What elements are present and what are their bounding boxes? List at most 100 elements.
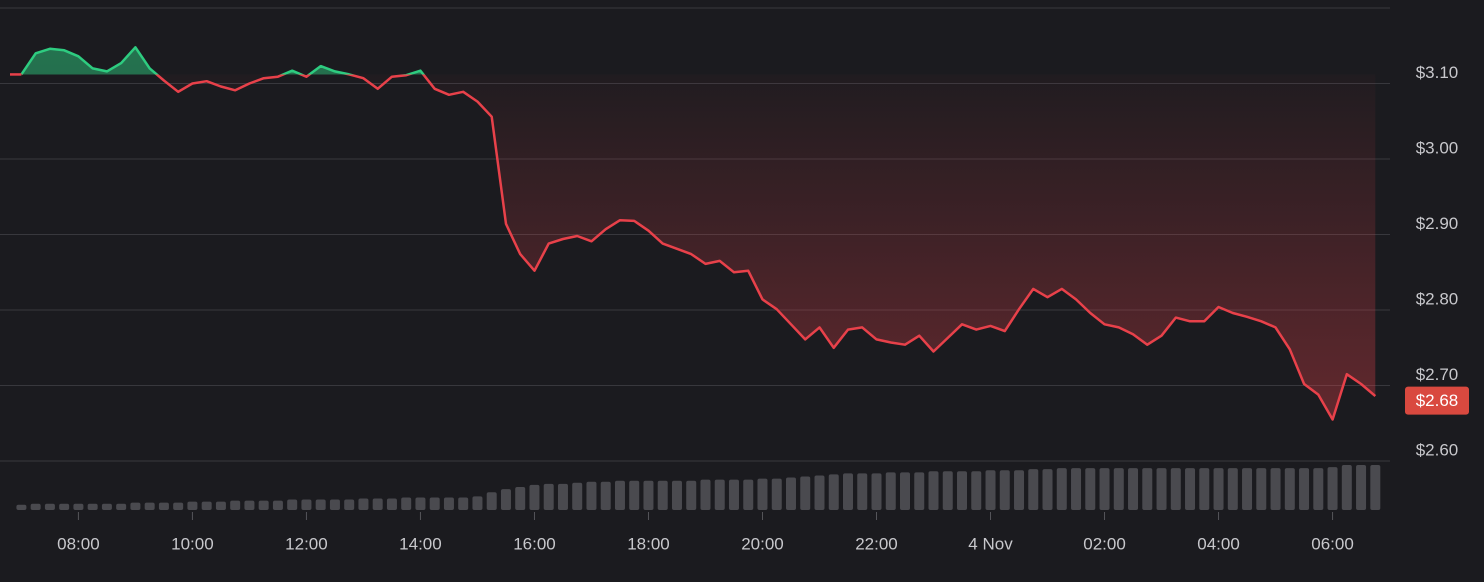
volume-bar — [1085, 468, 1096, 510]
y-tick-label: $2.80 — [1416, 289, 1459, 308]
volume-bar — [814, 475, 825, 510]
volume-bar — [1370, 465, 1381, 510]
y-tick-label: $2.70 — [1416, 365, 1459, 384]
volume-bar — [515, 486, 526, 510]
volume-bar — [785, 477, 796, 510]
y-tick-label: $3.00 — [1416, 138, 1459, 157]
y-tick-label: $2.60 — [1416, 440, 1459, 459]
volume-bar — [1313, 468, 1324, 510]
volume-bar — [842, 473, 853, 510]
volume-bar — [230, 500, 241, 510]
volume-bar — [671, 480, 682, 510]
x-tick-label: 14:00 — [399, 534, 442, 553]
volume-bar — [1056, 468, 1067, 510]
volume-bar — [700, 479, 711, 510]
volume-bar — [1227, 468, 1238, 510]
volume-bar — [401, 497, 412, 510]
volume-bar — [614, 480, 625, 510]
x-tick-label: 08:00 — [57, 534, 100, 553]
volume-bar — [1113, 468, 1124, 510]
volume-bar — [16, 504, 27, 510]
volume-bar — [871, 473, 882, 510]
volume-bar — [244, 500, 255, 510]
x-tick-label: 12:00 — [285, 534, 328, 553]
volume-bar — [828, 474, 839, 510]
volume-bar — [572, 482, 583, 510]
volume-bar — [258, 500, 269, 510]
volume-bar — [985, 470, 996, 510]
volume-bar — [30, 503, 41, 510]
volume-bar — [301, 499, 312, 510]
volume-bar — [1199, 468, 1210, 510]
volume-bar — [543, 483, 554, 510]
volume-bar — [771, 478, 782, 510]
volume-bar — [329, 499, 340, 510]
volume-bar — [1142, 468, 1153, 510]
volume-bar — [1270, 468, 1281, 510]
volume-bar — [942, 471, 953, 510]
volume-bar — [857, 473, 868, 510]
volume-bar — [59, 503, 70, 510]
volume-bar — [101, 503, 112, 510]
volume-bar — [957, 471, 968, 510]
volume-bar — [372, 498, 383, 510]
volume-bar — [743, 479, 754, 510]
volume-bar — [971, 471, 982, 510]
volume-bar — [1341, 465, 1352, 510]
volume-bar — [44, 503, 55, 510]
volume-bar — [443, 497, 454, 510]
volume-bar — [686, 480, 697, 510]
volume-bar — [1284, 468, 1295, 510]
area-down — [156, 74, 1376, 420]
volume-bar — [1213, 468, 1224, 510]
volume-bar — [714, 479, 725, 510]
volume-bar — [287, 499, 298, 510]
x-tick-label: 20:00 — [741, 534, 784, 553]
volume-bar — [1185, 468, 1196, 510]
volume-bar — [1099, 468, 1110, 510]
volume-bar — [486, 492, 497, 510]
volume-bar — [557, 483, 568, 510]
x-tick-label: 18:00 — [627, 534, 670, 553]
volume-bar — [429, 497, 440, 510]
volume-bar — [386, 498, 397, 510]
volume-bar — [272, 500, 283, 510]
volume-bar — [472, 496, 483, 510]
volume-bar — [1071, 468, 1082, 510]
volume-bar — [643, 480, 654, 510]
volume-bar — [728, 479, 739, 510]
x-tick-label: 22:00 — [855, 534, 898, 553]
x-tick-label: 04:00 — [1197, 534, 1240, 553]
volume-bar — [415, 497, 426, 510]
volume-bar — [928, 471, 939, 510]
x-tick-label: 16:00 — [513, 534, 556, 553]
volume-bar — [344, 499, 355, 510]
volume-bar — [586, 481, 597, 510]
x-tick-label: 06:00 — [1311, 534, 1354, 553]
volume-bar — [1014, 470, 1025, 510]
volume-bar — [500, 489, 511, 510]
price-line-down — [21, 74, 1377, 421]
volume-bar — [144, 502, 155, 510]
x-tick-label: 10:00 — [171, 534, 214, 553]
volume-bar — [629, 480, 640, 510]
volume-bar — [458, 497, 469, 510]
volume-bar — [315, 499, 326, 510]
volume-bar — [1028, 469, 1039, 510]
volume-bar — [1256, 468, 1267, 510]
volume-bar — [201, 501, 212, 510]
volume-bar — [187, 501, 198, 510]
price-badge — [1405, 386, 1469, 415]
volume-bar — [215, 501, 226, 510]
volume-bar — [1042, 469, 1053, 510]
volume-bar — [885, 472, 896, 510]
y-tick-label: $2.90 — [1416, 214, 1459, 233]
volume-bar — [600, 481, 611, 510]
volume-bar — [158, 502, 169, 510]
x-tick-label: 02:00 — [1083, 534, 1126, 553]
volume-bar — [657, 480, 668, 510]
volume-bar — [914, 472, 925, 510]
volume-bar — [1156, 468, 1167, 510]
x-tick-label: 4 Nov — [968, 534, 1013, 553]
volume-bar — [130, 502, 141, 510]
